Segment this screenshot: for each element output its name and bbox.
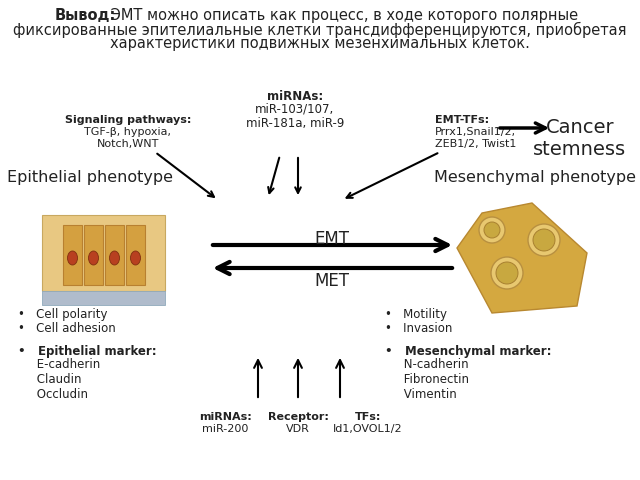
Text: •   Mesenchymal marker:: • Mesenchymal marker: bbox=[385, 345, 552, 358]
Text: фиксированные эпителиальные клетки трансдифференцируются, приобретая: фиксированные эпителиальные клетки транс… bbox=[13, 22, 627, 38]
Text: Epithelial phenotype: Epithelial phenotype bbox=[7, 170, 173, 185]
Text: miR-103/107,
miR-181a, miR-9: miR-103/107, miR-181a, miR-9 bbox=[246, 102, 344, 130]
Text: •   Motility: • Motility bbox=[385, 308, 447, 321]
Circle shape bbox=[496, 262, 518, 284]
Bar bbox=[63, 225, 82, 285]
Text: miRNAs:: miRNAs: bbox=[267, 90, 323, 103]
Ellipse shape bbox=[109, 251, 120, 265]
Text: •   Cell adhesion: • Cell adhesion bbox=[18, 322, 116, 335]
Text: MET: MET bbox=[314, 272, 349, 290]
Text: •   Cell polarity: • Cell polarity bbox=[18, 308, 108, 321]
Text: Mesenchymal phenotype: Mesenchymal phenotype bbox=[434, 170, 636, 185]
Text: Receptor:: Receptor: bbox=[268, 412, 328, 422]
Circle shape bbox=[533, 229, 555, 251]
Text: Signaling pathways:: Signaling pathways: bbox=[65, 115, 191, 125]
Circle shape bbox=[479, 217, 505, 243]
Text: EMT: EMT bbox=[314, 230, 349, 248]
Text: Cancer
stemness: Cancer stemness bbox=[533, 118, 627, 159]
Bar bbox=[105, 225, 124, 285]
Text: Prrx1,Snail1/2,
ZEB1/2, Twist1: Prrx1,Snail1/2, ZEB1/2, Twist1 bbox=[435, 127, 516, 149]
Text: ЭМТ можно описать как процесс, в ходе которого полярные: ЭМТ можно описать как процесс, в ходе ко… bbox=[106, 8, 578, 23]
Ellipse shape bbox=[67, 251, 77, 265]
Text: характеристики подвижных мезенхимальных клеток.: характеристики подвижных мезенхимальных … bbox=[110, 36, 530, 51]
Text: •   Epithelial marker:: • Epithelial marker: bbox=[18, 345, 157, 358]
Bar bbox=[84, 225, 103, 285]
Text: EMT-TFs:: EMT-TFs: bbox=[435, 115, 489, 125]
Polygon shape bbox=[457, 203, 587, 313]
Circle shape bbox=[491, 257, 523, 289]
Circle shape bbox=[484, 222, 500, 238]
Text: TGF-β, hypoxia,
Notch,WNT: TGF-β, hypoxia, Notch,WNT bbox=[84, 127, 172, 149]
Text: miRNAs:: miRNAs: bbox=[198, 412, 252, 422]
Ellipse shape bbox=[131, 251, 141, 265]
Text: VDR: VDR bbox=[286, 424, 310, 434]
Bar bbox=[126, 225, 145, 285]
Bar bbox=[42, 291, 165, 305]
Text: N-cadherin
     Fibronectin
     Vimentin: N-cadherin Fibronectin Vimentin bbox=[385, 358, 469, 401]
Bar bbox=[42, 215, 165, 291]
Ellipse shape bbox=[88, 251, 99, 265]
Circle shape bbox=[528, 224, 560, 256]
Text: Вывод:: Вывод: bbox=[55, 8, 116, 23]
Text: TFs:: TFs: bbox=[355, 412, 381, 422]
Text: miR-200: miR-200 bbox=[202, 424, 248, 434]
Text: Id1,OVOL1/2: Id1,OVOL1/2 bbox=[333, 424, 403, 434]
Text: E-cadherin
     Claudin
     Occludin: E-cadherin Claudin Occludin bbox=[18, 358, 100, 401]
Text: •   Invasion: • Invasion bbox=[385, 322, 452, 335]
